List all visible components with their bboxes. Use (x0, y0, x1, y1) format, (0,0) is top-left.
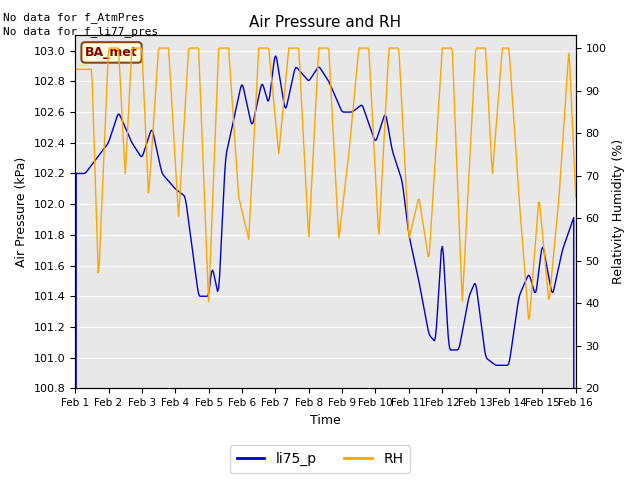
Title: Air Pressure and RH: Air Pressure and RH (250, 15, 401, 30)
Legend: li75_p, RH: li75_p, RH (230, 445, 410, 473)
Text: BA_met: BA_met (85, 46, 138, 59)
Y-axis label: Air Pressure (kPa): Air Pressure (kPa) (15, 156, 28, 267)
X-axis label: Time: Time (310, 414, 341, 427)
Y-axis label: Relativity Humidity (%): Relativity Humidity (%) (612, 139, 625, 284)
Text: No data for f_AtmPres: No data for f_AtmPres (3, 12, 145, 23)
Text: No data for f_li77_pres: No data for f_li77_pres (3, 26, 159, 37)
